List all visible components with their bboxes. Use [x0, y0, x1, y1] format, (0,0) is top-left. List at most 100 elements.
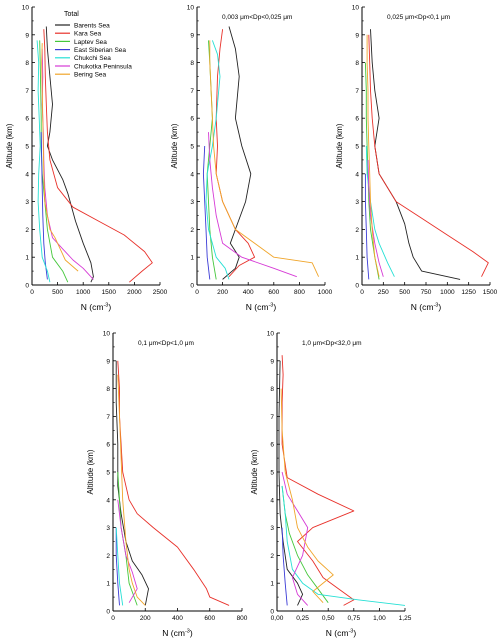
series-line-barents-sea: [370, 29, 461, 280]
series-line-bering-sea: [366, 34, 380, 277]
legend-entry: Kara Sea: [74, 31, 101, 38]
y-tick-label: 4: [25, 171, 29, 178]
y-tick-label: 10: [352, 5, 360, 12]
x-axis-label-end: ): [438, 302, 441, 312]
y-tick-label: 2: [355, 227, 359, 234]
x-tick-label: 400: [172, 615, 183, 622]
x-axis-label: N (cm-3): [411, 302, 442, 312]
x-axis-label: N (cm-3): [326, 628, 357, 638]
series-line-barents-sea: [222, 26, 252, 280]
y-tick-label: 7: [25, 88, 29, 95]
series-line-chukchi-sea: [205, 40, 230, 280]
series-line-kara-sea: [43, 29, 153, 283]
y-tick-label: 6: [270, 442, 274, 449]
y-tick-label: 6: [190, 116, 194, 123]
y-tick-label: 9: [25, 32, 29, 39]
series-line-barents-sea: [278, 360, 304, 606]
y-tick-label: 5: [270, 470, 274, 477]
legend-title: Total: [64, 11, 79, 18]
x-axis-label-end: ): [108, 302, 111, 312]
series-line-east-siberian-sea: [281, 527, 288, 606]
x-tick-label: 1500: [483, 289, 498, 296]
series-line-chukchi-sea: [36, 40, 51, 283]
x-axis-label-superscript: -3: [433, 303, 438, 309]
y-tick-label: 7: [190, 88, 194, 95]
series-line-kara-sea: [117, 360, 230, 606]
x-tick-label: 0,75: [347, 615, 360, 622]
series-line-bering-sea: [280, 388, 334, 604]
y-tick-label: 7: [106, 414, 110, 421]
y-tick-label: 0: [270, 609, 274, 616]
x-tick-label: 500: [52, 289, 63, 296]
y-tick-label: 7: [270, 414, 274, 421]
x-axis-label-end: ): [273, 302, 276, 312]
y-tick-label: 10: [187, 5, 195, 12]
legend-entry: Barents Sea: [74, 22, 110, 29]
legend-entry: Laptev Sea: [74, 39, 107, 46]
chart-panel-3: 0 1 2 3 4 5 6 7 8 9 10 0 250 500 750 1000 1250 1500 Altitu…: [335, 5, 498, 313]
y-tick-label: 9: [106, 358, 110, 365]
panel-title: 1,0 μm<Dp<32,0 μm: [302, 340, 362, 347]
y-tick-label: 6: [106, 442, 110, 449]
chart-panel-1: 0 1 2 3 4 5 6 7 8 9 10 0 500 1000 1500 2000 2500 Altitude…: [5, 5, 168, 313]
x-axis-label-end: ): [190, 628, 193, 638]
legend-entry: East Siberian Sea: [74, 47, 126, 54]
x-axis-label-text: N (cm: [246, 302, 269, 312]
x-axis-label-text: N (cm: [411, 302, 434, 312]
y-tick-label: 3: [355, 199, 359, 206]
series-line-chukotka-peninsula: [281, 471, 309, 606]
y-tick-label: 2: [106, 553, 110, 560]
y-tick-label: 8: [106, 386, 110, 393]
series-line-chukchi-sea: [365, 145, 395, 277]
x-tick-label: 200: [217, 289, 228, 296]
x-tick-label: 0: [30, 289, 34, 296]
y-tick-label: 4: [106, 497, 110, 504]
x-tick-label: 1000: [318, 289, 333, 296]
panel-title: 0,025 μm<Dp<0,1 μm: [387, 14, 450, 21]
y-tick-label: 2: [270, 553, 274, 560]
x-tick-label: 1000: [76, 289, 91, 296]
y-tick-label: 0: [190, 283, 194, 290]
x-tick-label: 0,25: [296, 615, 309, 622]
x-tick-label: 1,00: [373, 615, 386, 622]
y-tick-label: 8: [270, 386, 274, 393]
y-tick-label: 5: [355, 144, 359, 151]
y-tick-label: 3: [190, 199, 194, 206]
series-line-east-siberian-sea: [115, 527, 120, 606]
x-axis-label-superscript: -3: [348, 629, 353, 635]
y-tick-label: 3: [106, 525, 110, 532]
series-line-east-siberian-sea: [40, 132, 48, 280]
x-tick-label: 600: [268, 289, 279, 296]
y-axis-label: Altitude (km): [250, 449, 259, 494]
y-tick-label: 4: [190, 171, 194, 178]
x-axis-label-text: N (cm: [326, 628, 349, 638]
y-tick-label: 10: [267, 331, 275, 338]
x-tick-label: 2500: [153, 289, 168, 296]
y-tick-label: 9: [270, 358, 274, 365]
x-tick-label: 400: [243, 289, 254, 296]
y-tick-label: 7: [355, 88, 359, 95]
x-axis-label-end: ): [353, 628, 356, 638]
x-tick-label: 200: [140, 615, 151, 622]
y-tick-label: 10: [103, 331, 111, 338]
y-tick-label: 1: [25, 255, 29, 262]
y-axis-label: Altitude (km): [5, 123, 14, 168]
y-tick-label: 8: [355, 60, 359, 67]
x-tick-label: 1500: [102, 289, 117, 296]
y-tick-label: 5: [25, 144, 29, 151]
y-axis-label: Altitude (km): [170, 123, 179, 168]
y-tick-label: 8: [190, 60, 194, 67]
series-line-chukotka-peninsula: [117, 499, 138, 603]
y-tick-label: 4: [355, 171, 359, 178]
x-tick-label: 1000: [440, 289, 455, 296]
x-tick-label: 750: [421, 289, 432, 296]
y-tick-label: 10: [22, 5, 30, 12]
panel-title: 0,1 μm<Dp<1,0 μm: [138, 340, 194, 347]
y-tick-label: 6: [25, 116, 29, 123]
x-axis-label: N (cm-3): [81, 302, 112, 312]
chart-panel-5: 0 1 2 3 4 5 6 7 8 9 10 0,00 0,25 0,50 0,75 1,00 1,25 Alti…: [250, 331, 412, 639]
y-tick-label: 0: [25, 283, 29, 290]
y-tick-label: 3: [270, 525, 274, 532]
